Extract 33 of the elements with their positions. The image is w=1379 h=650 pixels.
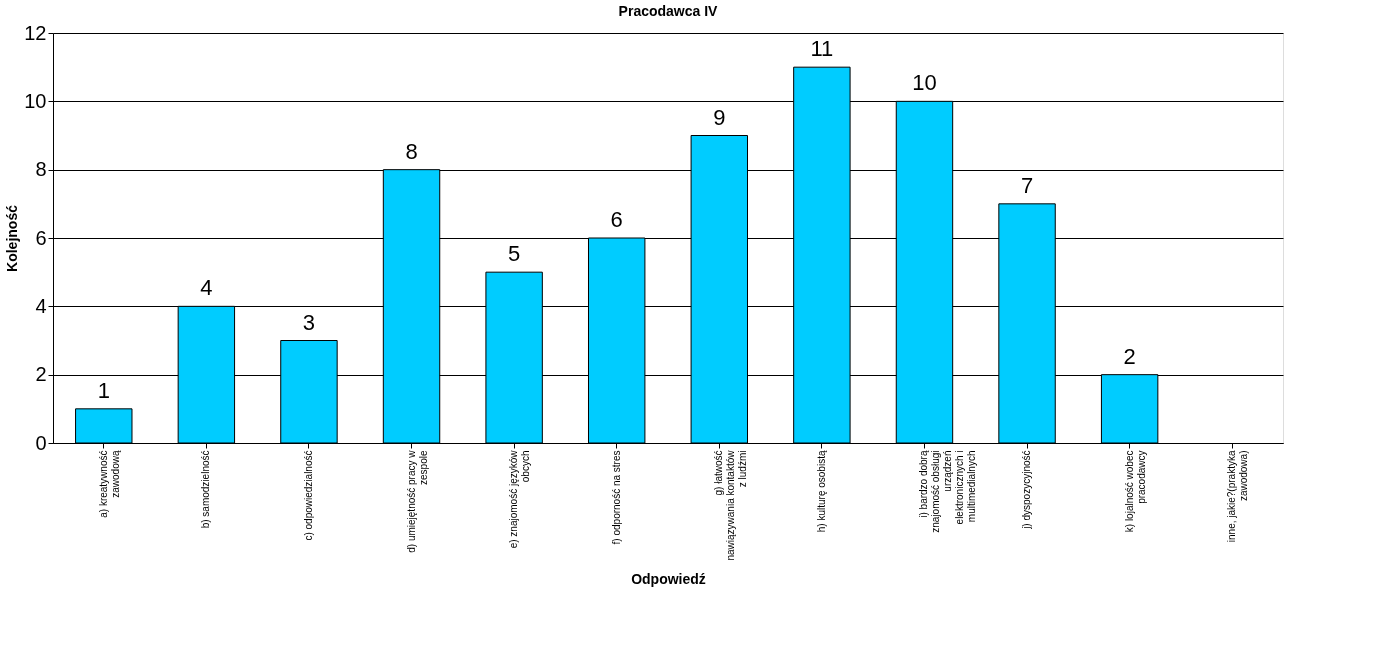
x-tick-label: h) kulturę osobistą	[815, 450, 827, 533]
x-tick-label: a) kreatywność zawodową	[97, 450, 121, 518]
y-tick-label: 6	[35, 226, 47, 249]
data-label: 1	[97, 377, 110, 403]
data-label: 9	[713, 104, 726, 130]
x-axis-title: Odpowiedź	[631, 570, 706, 587]
y-axis-title: Kolejność	[4, 204, 21, 272]
x-tick-label: inne, jakie?(praktyka zawodowa)	[1226, 450, 1250, 543]
data-label: 10	[912, 70, 937, 96]
y-tick-label: 8	[35, 158, 47, 181]
x-tick-label: k) lojalność wobec pracodawcy	[1123, 450, 1147, 533]
y-tick-label: 0	[35, 431, 47, 454]
data-label: 7	[1020, 172, 1034, 198]
y-tick-label: 2	[35, 363, 47, 386]
data-label: 5	[508, 241, 521, 267]
x-tick-label: j) dyspozycyjność	[1021, 450, 1033, 530]
x-tick-label: g) łatwość nawiązywania kontaktów z ludźmi	[713, 449, 749, 561]
x-tick-label: d) umiejętność pracy w zespole	[405, 449, 429, 553]
x-tick-label: c) odpowiedzialność	[302, 450, 314, 541]
y-tick-label: 10	[24, 89, 47, 112]
x-tick-label: i) bardzo dobrą znajomość obsługi urządzeń elektronicznych i multimedialnych	[918, 450, 978, 533]
y-tick-label: 4	[35, 294, 47, 317]
x-tick-label: f) odporność na stres	[610, 450, 622, 545]
data-label: 6	[610, 207, 623, 232]
data-label: 4	[200, 275, 213, 301]
y-tick-label: 12	[24, 21, 47, 44]
chart-title: Pracodawca IV	[618, 3, 719, 19]
data-label: 3	[302, 309, 316, 335]
x-tick-label: b) samodzielność	[200, 450, 212, 529]
data-label: 2	[1123, 343, 1136, 369]
data-label: 11	[810, 36, 834, 62]
data-label: 8	[405, 138, 418, 164]
x-tick-label: e) znajomość języków obcych	[508, 449, 532, 549]
